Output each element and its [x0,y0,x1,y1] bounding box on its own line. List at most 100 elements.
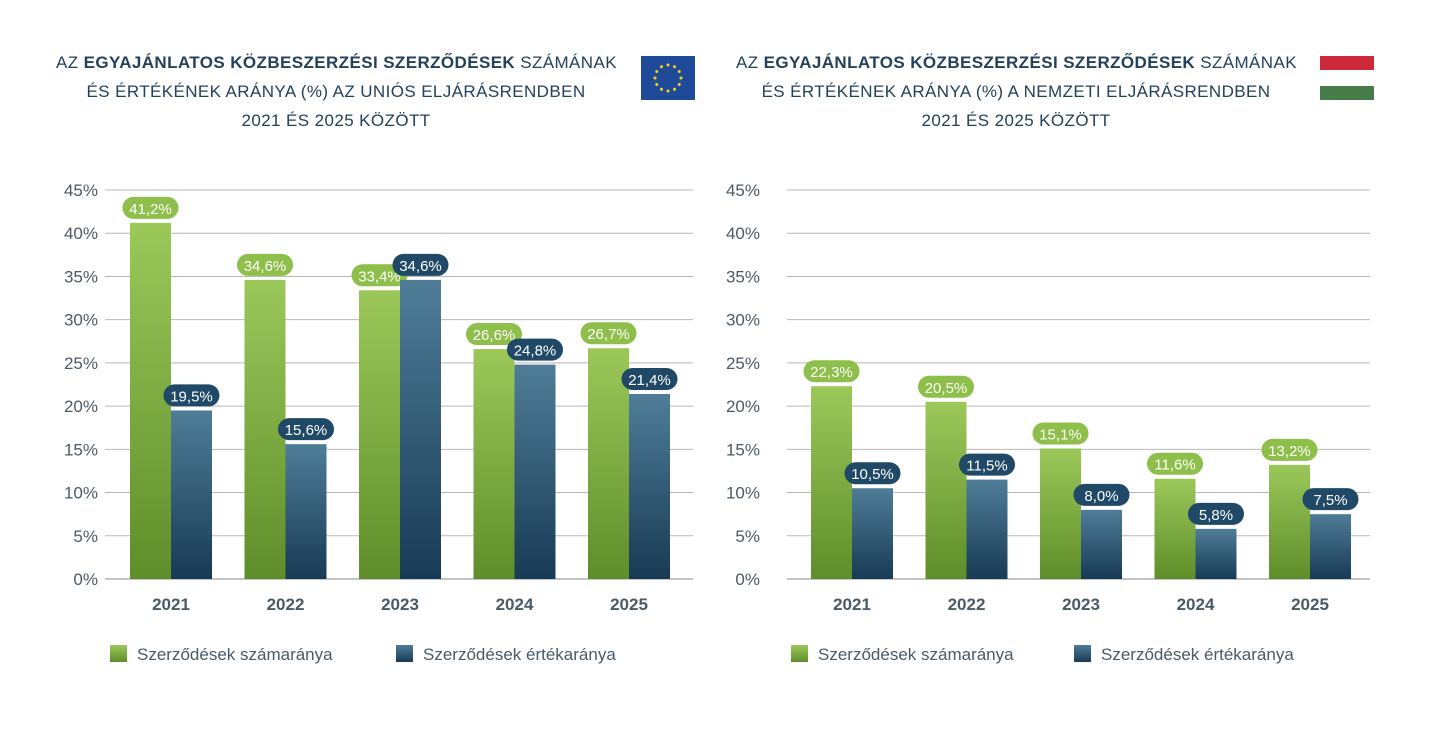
chart-title-line-1: AZ EGYAJÁNLATOS KÖZBESZERZÉSI SZERZŐDÉSE… [736,48,1297,77]
y-tick-label: 35% [726,267,760,286]
chart-panel-eu: AZ EGYAJÁNLATOS KÖZBESZERZÉSI SZERZŐDÉSE… [0,0,700,739]
x-tick-label: 2021 [152,595,190,614]
bar-chart-national: 0% 5% 10% 15% 20% 25% 30% 35% 40% 45% 2021 22,3% 10,… [726,181,1370,614]
bar-value-ratio [514,364,556,579]
data-label-pill [918,375,974,398]
y-tick-label: 5% [735,527,760,546]
x-tick-label: 2023 [381,595,419,614]
data-label: 11,6% [1154,457,1195,474]
chart-title-line-3: 2021 ÉS 2025 KÖZÖTT [921,111,1111,130]
data-label: 26,6% [473,327,516,344]
data-label-pill [392,253,449,276]
data-label: 8,0% [1084,488,1118,505]
chart-panel-national: AZ EGYAJÁNLATOS KÖZBESZERZÉSI SZERZŐDÉSE… [700,0,1400,739]
x-tick-label: 2023 [1062,595,1100,614]
y-tick-label: 0% [73,570,98,589]
data-label: 26,7% [587,326,630,343]
title-prefix: AZ [56,53,84,72]
x-tick-label: 2022 [267,595,305,614]
bar-value-ratio [400,279,441,579]
bar-count-ratio [1154,478,1196,579]
data-label: 21,4% [628,372,671,389]
x-tick-label: 2021 [833,595,871,614]
data-label: 5,8% [1199,507,1233,524]
y-tick-label: 35% [64,267,98,286]
title-suffix: SZÁMÁNAK [515,53,617,72]
data-label-pill [803,360,860,383]
data-label-pill [122,196,179,219]
bar-value-ratio [966,479,1008,579]
legend-label: Szerződések értékaránya [1101,645,1294,664]
x-tick-label: 2025 [610,595,648,614]
chart-title: AZ EGYAJÁNLATOS KÖZBESZERZÉSI SZERZŐDÉSE… [736,48,1297,135]
bar-count-ratio [1040,448,1081,579]
eu-star [673,65,676,69]
data-label-pill [1188,502,1244,525]
data-label-pill [351,264,408,287]
bar-value-ratio [629,394,670,579]
y-tick-label: 45% [726,181,760,200]
y-tick-label: 25% [64,354,98,373]
bar-value-ratio [285,444,327,579]
y-tick-label: 10% [726,484,760,503]
y-tick-label: 45% [64,181,98,200]
data-label-pill [1032,422,1089,445]
x-tick-label: 2024 [496,595,534,614]
y-tick-label: 25% [726,354,760,373]
bar-value-ratio [852,488,893,579]
eu-flag-icon [641,56,695,100]
eu-star [666,63,670,67]
bar-chart-eu: 0% 5% 10% 15% 20% 25% 30% 35% 40% 45% 2021 41,2% 19,… [64,181,693,614]
y-tick-label: 40% [64,224,98,243]
data-label: 7,5% [1313,492,1347,509]
title-suffix: SZÁMÁNAK [1195,53,1297,72]
y-tick-label: 30% [726,311,760,330]
chart-title-line-2: ÉS ÉRTÉKÉNEK ARÁNYA (%) A NEMZETI ELJÁRÁ… [761,82,1271,101]
data-label-pill [1302,488,1359,511]
title-bold: EGYAJÁNLATOS KÖZBESZERZÉSI SZERZŐDÉSEK [83,53,516,72]
hungarian-flag-icon [1320,56,1374,100]
legend-item-value-ratio: Szerződések értékaránya [1074,645,1294,665]
data-label-pill [237,253,293,276]
bar-count-ratio [588,348,629,579]
legend-label: Szerződések számaránya [137,645,333,664]
eu-star [660,87,663,91]
data-label-pill [466,323,522,346]
legend-item-value-ratio: Szerződések értékaránya [396,645,616,665]
eu-star [677,83,681,86]
eu-star [655,70,659,73]
legend-label: Szerződések értékaránya [423,645,616,664]
eu-star [655,83,659,86]
chart-title: AZ EGYAJÁNLATOS KÖZBESZERZÉSI SZERZŐDÉSE… [56,48,617,135]
bar-value-ratio [1081,509,1122,579]
data-label-pill [580,322,637,345]
legend-swatch-blue [396,645,413,662]
data-label-pill [844,462,901,485]
x-tick-label: 2025 [1291,595,1329,614]
y-tick-label: 20% [726,397,760,416]
eu-star [673,87,676,91]
bar-count-ratio [811,386,852,579]
y-tick-label: 5% [73,527,98,546]
y-tick-label: 0% [735,570,760,589]
y-tick-label: 15% [64,440,98,459]
data-label: 10,5% [851,466,894,483]
y-tick-label: 30% [64,311,98,330]
data-label: 22,3% [810,364,853,381]
legend-label: Szerződések számaránya [818,645,1014,664]
bar-count-ratio [359,290,400,579]
legend-item-count-ratio: Szerződések számaránya [110,645,333,665]
bar-value-ratio [1195,528,1237,579]
data-label: 24,8% [514,343,557,360]
legend-swatch-blue [1074,645,1091,662]
y-tick-label: 40% [726,224,760,243]
y-tick-label: 15% [726,440,760,459]
data-label: 15,6% [285,422,328,439]
eu-star [677,70,681,73]
legend-swatch-green [791,645,808,662]
chart-title-line-2: ÉS ÉRTÉKÉNEK ARÁNYA (%) AZ UNIÓS ELJÁRÁS… [86,82,586,101]
eu-star [660,65,663,69]
y-tick-label: 10% [64,484,98,503]
data-label-pill [1073,483,1130,506]
data-label: 11,5% [966,458,1007,475]
